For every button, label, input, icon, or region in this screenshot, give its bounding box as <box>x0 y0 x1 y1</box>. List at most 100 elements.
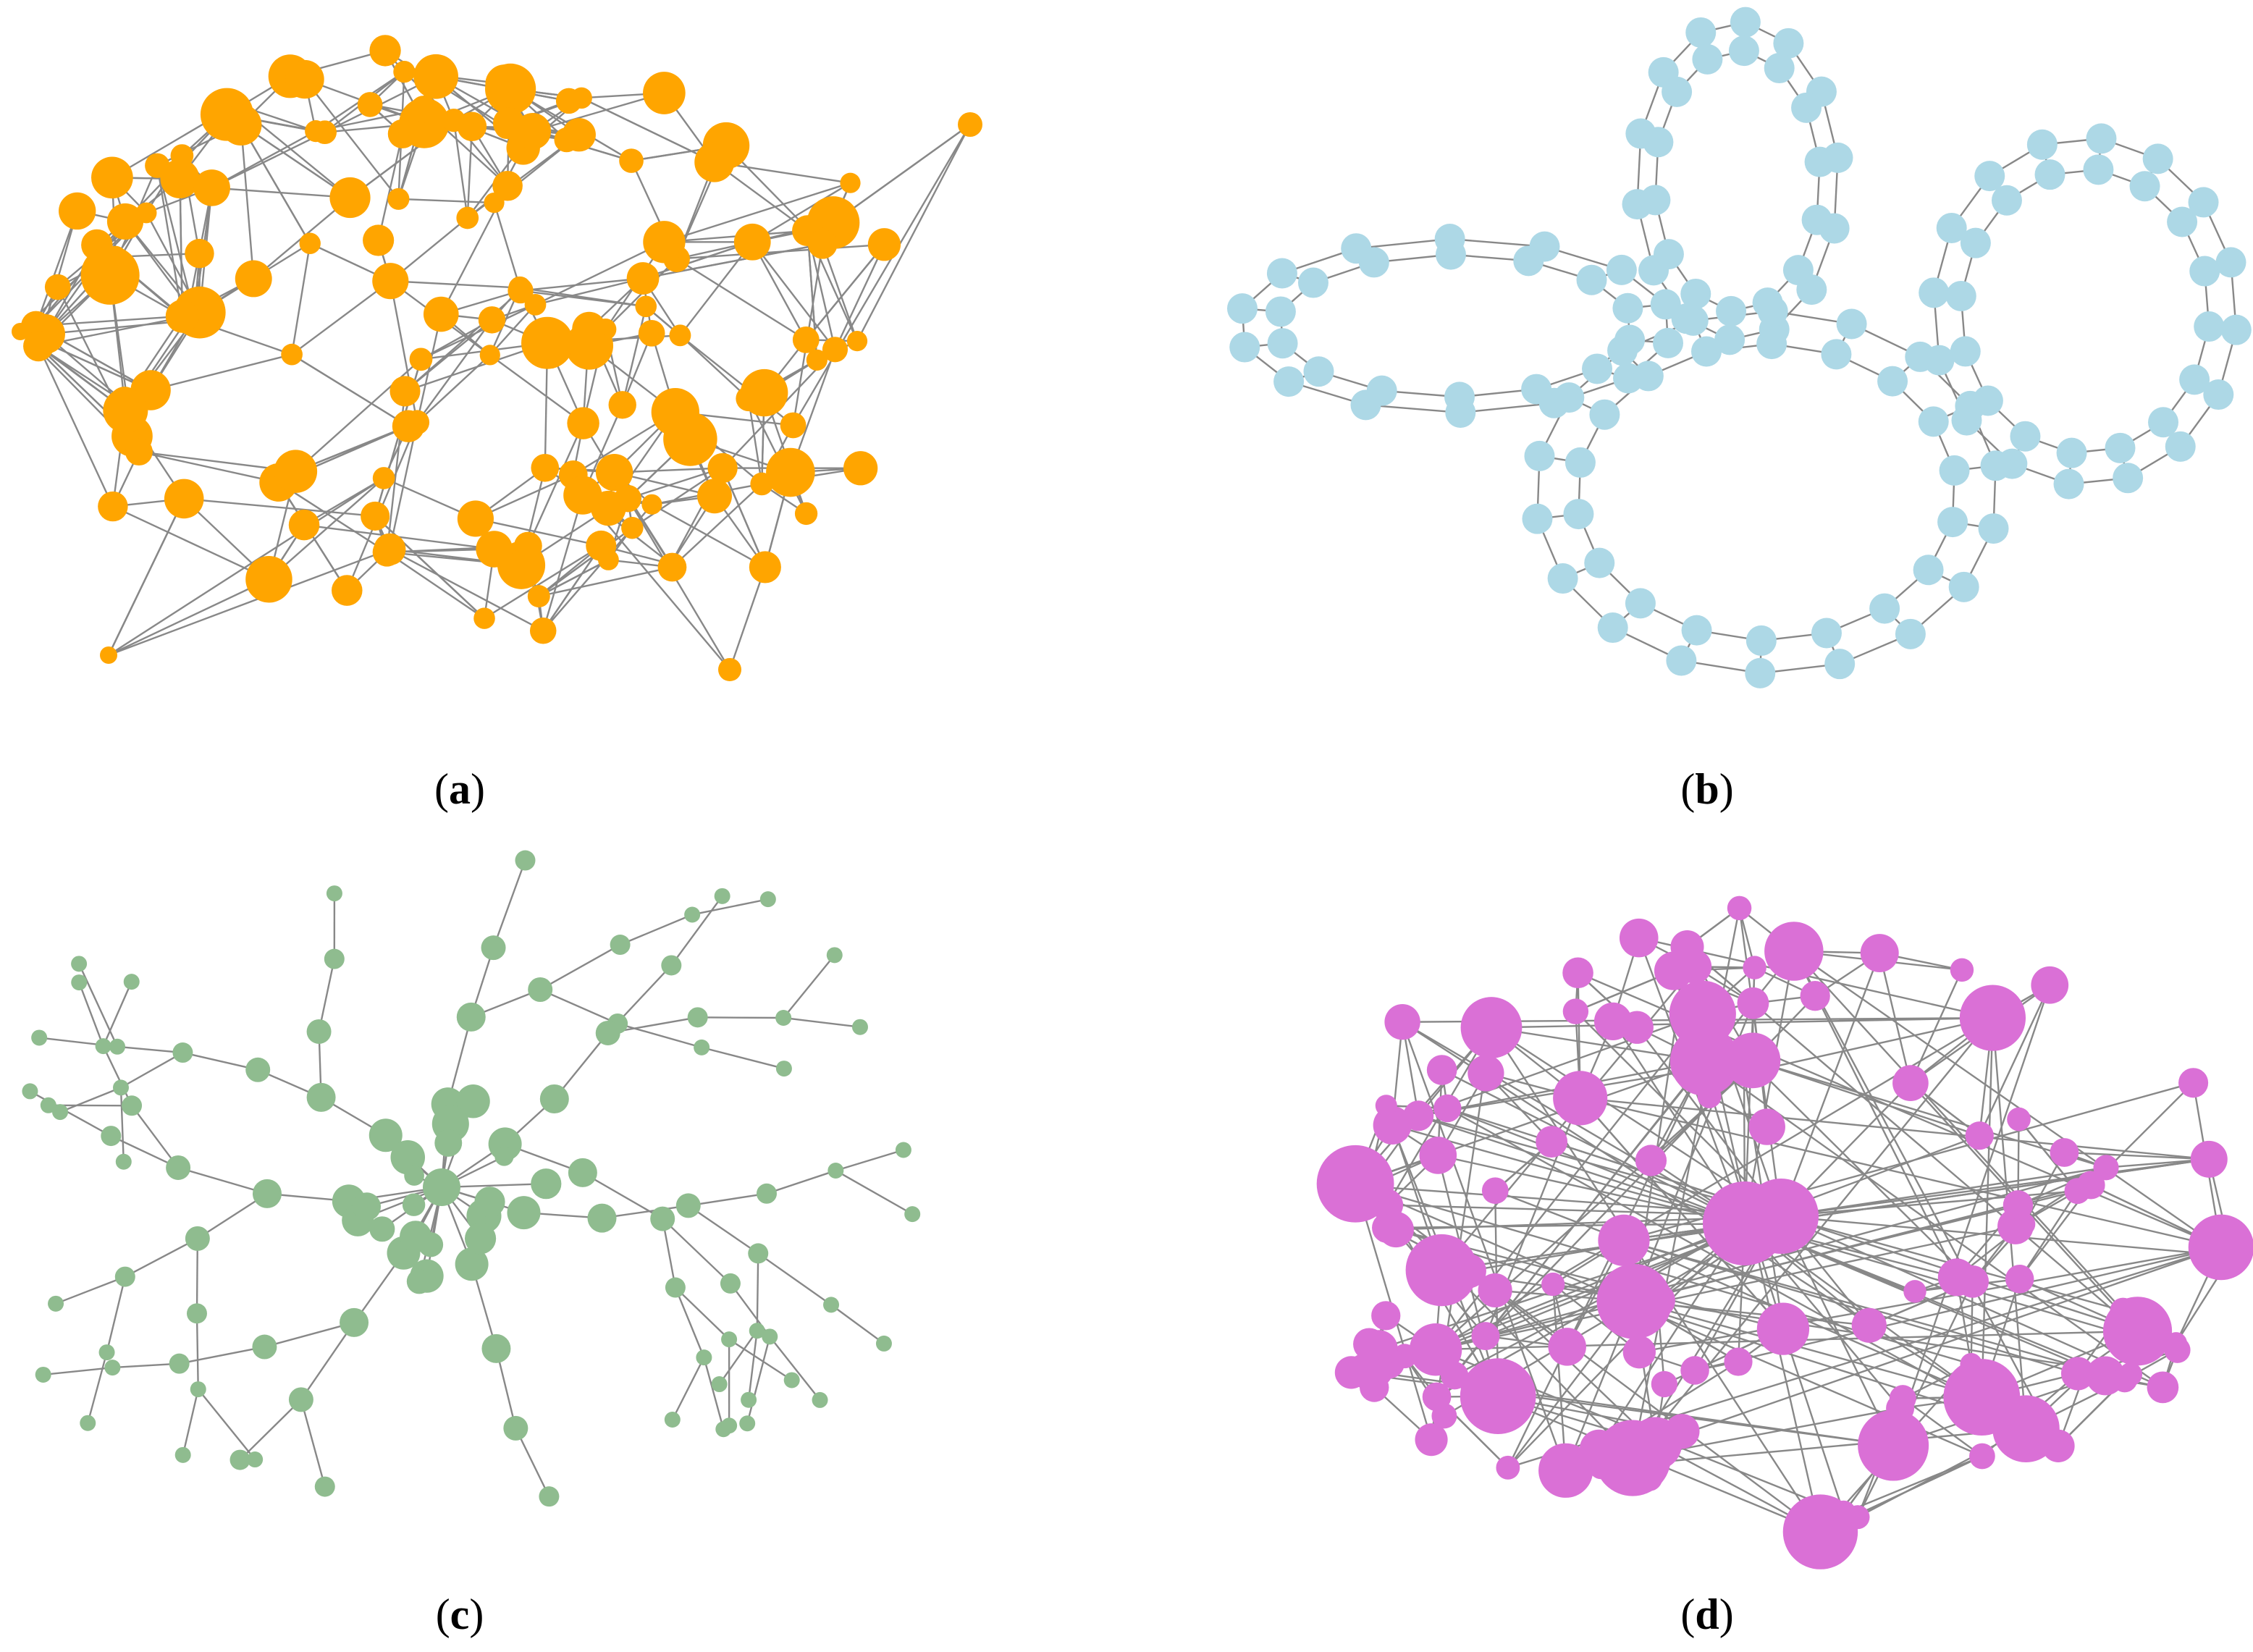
node <box>2142 143 2173 174</box>
node <box>514 113 552 150</box>
node <box>812 1391 828 1408</box>
node <box>1756 1302 1810 1355</box>
edge <box>38 345 125 403</box>
node <box>1851 1307 1887 1343</box>
edge <box>642 243 823 279</box>
node <box>1596 1263 1672 1339</box>
node <box>2064 1178 2091 1205</box>
edge <box>404 319 493 392</box>
edge <box>177 1166 268 1195</box>
edge <box>542 527 633 631</box>
node <box>750 472 774 496</box>
node <box>1804 146 1835 177</box>
edge <box>195 1238 199 1314</box>
node <box>568 1158 597 1187</box>
node <box>1991 185 2022 216</box>
node <box>1562 957 1593 989</box>
node <box>555 88 582 114</box>
node <box>306 1082 336 1112</box>
edge <box>108 548 390 657</box>
node <box>621 516 644 539</box>
node <box>1366 375 1397 406</box>
edge <box>1386 1105 1745 1225</box>
node <box>2190 1140 2228 1178</box>
edge <box>1843 1455 1983 1514</box>
edge <box>520 277 644 292</box>
node <box>1892 1065 1929 1101</box>
edge <box>538 527 633 597</box>
node <box>1960 1353 1982 1375</box>
edge <box>390 279 521 289</box>
edge <box>751 241 836 350</box>
node <box>2129 171 2160 202</box>
node <box>1824 649 1856 680</box>
edge <box>697 1016 784 1019</box>
node <box>331 575 363 606</box>
edge <box>1780 1215 1895 1446</box>
edge <box>751 182 851 243</box>
node <box>1606 254 1637 285</box>
node <box>807 229 838 259</box>
node <box>22 1083 38 1100</box>
node <box>1433 1094 1462 1123</box>
node <box>1639 1282 1675 1319</box>
edge <box>291 353 409 427</box>
edge <box>582 1171 663 1220</box>
node <box>1524 440 1555 471</box>
edge <box>1435 1225 2016 1351</box>
node <box>508 277 534 304</box>
edge <box>1782 1328 1845 1514</box>
node <box>2112 1367 2138 1393</box>
node <box>650 1206 675 1231</box>
node <box>1303 356 1334 387</box>
node <box>1653 327 1684 358</box>
node <box>369 1118 403 1152</box>
edge <box>389 422 418 550</box>
node <box>1513 245 1544 277</box>
edge <box>539 566 673 597</box>
node <box>1943 1359 2021 1436</box>
node <box>661 955 682 976</box>
node <box>340 1307 369 1337</box>
node <box>1716 295 1747 326</box>
node <box>775 1061 792 1077</box>
node <box>643 221 686 264</box>
edge <box>125 1237 198 1278</box>
node <box>2167 206 2198 237</box>
edge <box>756 1253 759 1331</box>
node <box>1358 247 1389 278</box>
node <box>958 112 982 137</box>
edge <box>1580 1097 2210 1160</box>
node <box>1547 563 1578 594</box>
node <box>1582 353 1613 384</box>
node <box>109 1038 126 1055</box>
node <box>783 1372 800 1388</box>
edge <box>1552 1284 1641 1353</box>
node <box>2083 154 2114 185</box>
node <box>409 347 433 371</box>
edge <box>792 124 972 426</box>
edge <box>211 187 350 199</box>
edge <box>651 503 766 568</box>
node <box>172 1042 193 1063</box>
node <box>1955 390 1986 421</box>
edge <box>679 241 754 337</box>
node <box>1565 447 1596 478</box>
node <box>665 1277 686 1298</box>
edge <box>1752 1059 2107 1168</box>
node <box>587 1203 617 1233</box>
node <box>638 319 665 347</box>
node <box>1791 92 1822 123</box>
node <box>1745 657 1776 688</box>
node <box>1918 406 1949 437</box>
node <box>2086 123 2117 154</box>
edge <box>1365 404 1461 414</box>
node <box>1405 1234 1478 1307</box>
edge <box>532 92 665 132</box>
node <box>1801 204 1832 235</box>
node <box>115 1153 132 1170</box>
edge <box>112 1362 180 1369</box>
node <box>1730 7 1761 38</box>
node <box>12 323 29 340</box>
edge <box>1902 1397 1983 1457</box>
